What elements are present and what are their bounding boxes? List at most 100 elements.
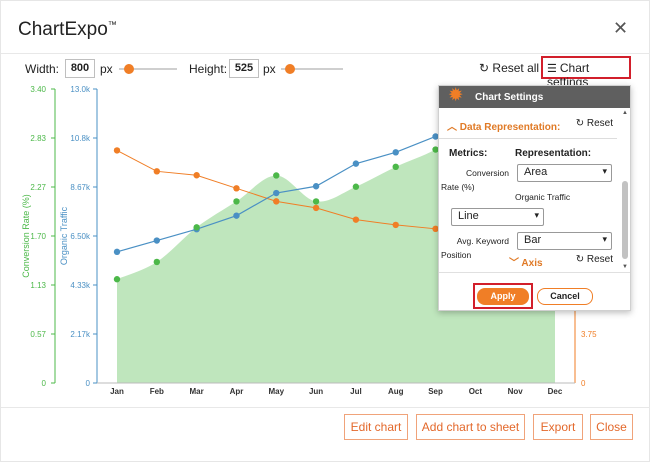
reset-all-button[interactable]: ↻ Reset all bbox=[479, 61, 540, 75]
orange-tick-label: 0 bbox=[581, 379, 586, 388]
green-tick-label: 0.57 bbox=[30, 330, 46, 339]
x-tick-label: Aug bbox=[388, 387, 404, 396]
height-input[interactable]: 525 bbox=[229, 59, 259, 78]
close-icon[interactable]: ✕ bbox=[613, 18, 629, 38]
keyword-position-point bbox=[233, 185, 240, 192]
export-button[interactable]: Export bbox=[533, 414, 583, 440]
chevron-down-icon: ﹀ bbox=[509, 258, 519, 269]
blue-tick-label: 4.33k bbox=[70, 281, 91, 290]
x-tick-label: Jan bbox=[110, 387, 124, 396]
green-axis-title: Conversion Rate (%) bbox=[21, 194, 31, 278]
cancel-button[interactable]: Cancel bbox=[537, 288, 593, 305]
panel-title: Chart Settings bbox=[475, 92, 544, 103]
green-tick-label: 3.40 bbox=[30, 85, 46, 94]
chevron-up-icon: ︿ bbox=[447, 122, 457, 133]
representation-header: Representation: bbox=[515, 148, 592, 159]
gear-icon: ✹ bbox=[449, 87, 463, 104]
reset-icon: ↻ bbox=[479, 61, 490, 75]
keyword-position-point bbox=[193, 172, 200, 179]
keyword-position-point bbox=[113, 147, 121, 154]
conversion-rate-point bbox=[312, 198, 320, 205]
axis-section[interactable]: ﹀ Axis ↻ Reset bbox=[509, 254, 613, 269]
height-slider-knob[interactable] bbox=[285, 64, 295, 74]
x-tick-label: Apr bbox=[230, 387, 244, 396]
width-slider[interactable] bbox=[119, 68, 177, 70]
keyword-position-point bbox=[312, 204, 320, 212]
panel-body: ︿ Data Representation: ↻ Reset Metrics: … bbox=[439, 108, 630, 270]
metric-label-conversion-2: Rate (%) bbox=[441, 182, 475, 192]
chart-settings-panel: ✹ Chart Settings ︿ Data Representation: … bbox=[438, 85, 631, 311]
add-chart-to-sheet-button[interactable]: Add chart to sheet bbox=[416, 414, 525, 440]
blue-tick-label: 2.17k bbox=[70, 330, 91, 339]
scroll-thumb[interactable] bbox=[622, 181, 628, 259]
conversion-rate-point bbox=[153, 258, 161, 266]
chevron-down-icon: ▾ bbox=[602, 166, 607, 176]
organic-traffic-point bbox=[233, 212, 240, 219]
x-tick-label: Nov bbox=[508, 387, 524, 396]
header-divider bbox=[1, 53, 650, 54]
app-title: ChartExpo™ bbox=[18, 19, 117, 40]
organic-traffic-point bbox=[352, 160, 360, 167]
width-input[interactable]: 800 bbox=[65, 59, 95, 78]
green-tick-label: 1.70 bbox=[30, 232, 46, 241]
organic-representation-select[interactable]: Line ▾ bbox=[451, 208, 544, 226]
keyword-representation-select[interactable]: Bar ▾ bbox=[517, 232, 612, 250]
conversion-rate-point bbox=[273, 172, 280, 179]
organic-traffic-point bbox=[312, 183, 320, 190]
conversion-rate-point bbox=[193, 224, 200, 231]
x-tick-label: Dec bbox=[548, 387, 563, 396]
width-slider-knob[interactable] bbox=[124, 64, 134, 74]
conversion-rate-point bbox=[352, 183, 360, 190]
blue-axis-title: Organic Traffic bbox=[59, 206, 69, 265]
scroll-up-icon[interactable]: ▲ bbox=[622, 110, 628, 116]
edit-chart-button[interactable]: Edit chart bbox=[344, 414, 408, 440]
conversion-rate-point bbox=[392, 163, 399, 171]
size-toolbar: Width: 800 px Height: 525 px ↻ Reset all… bbox=[1, 56, 650, 89]
close-button[interactable]: Close bbox=[590, 414, 633, 440]
panel-footer-divider bbox=[439, 272, 630, 273]
metric-label-keyword: Avg. Keyword bbox=[456, 236, 509, 246]
keyword-position-point bbox=[432, 225, 439, 233]
x-tick-label: Mar bbox=[190, 387, 204, 396]
blue-tick-label: 0 bbox=[86, 379, 91, 388]
height-label: Height: bbox=[189, 62, 228, 76]
conversion-representation-select[interactable]: Area ▾ bbox=[517, 164, 612, 182]
organic-traffic-point bbox=[273, 189, 280, 197]
x-tick-label: Jul bbox=[350, 387, 362, 396]
green-tick-label: 0 bbox=[42, 379, 47, 388]
metric-label-keyword-2: Position bbox=[441, 250, 472, 260]
apply-button[interactable]: Apply bbox=[477, 288, 529, 305]
height-unit: px bbox=[263, 62, 276, 76]
orange-tick-label: 3.75 bbox=[581, 330, 597, 339]
x-tick-label: Sep bbox=[428, 387, 443, 396]
data-representation-section[interactable]: ︿ Data Representation: ↻ Reset bbox=[447, 118, 613, 133]
sliders-icon: ☰ bbox=[547, 63, 557, 75]
metric-label-conversion: Conversion bbox=[466, 168, 509, 178]
organic-traffic-point bbox=[392, 149, 399, 156]
section-divider bbox=[439, 138, 617, 139]
blue-tick-label: 6.50k bbox=[70, 232, 91, 241]
footer-divider bbox=[1, 407, 650, 408]
blue-tick-label: 13.0k bbox=[70, 85, 91, 94]
keyword-position-point bbox=[153, 168, 161, 175]
organic-traffic-point bbox=[153, 237, 161, 244]
conversion-rate-point bbox=[233, 198, 240, 205]
blue-tick-label: 8.67k bbox=[70, 183, 91, 192]
scroll-down-icon[interactable]: ▼ bbox=[622, 264, 628, 270]
height-slider[interactable] bbox=[281, 68, 343, 70]
conversion-rate-point bbox=[432, 146, 439, 153]
panel-scrollbar[interactable]: ▲ ▼ bbox=[621, 110, 629, 272]
x-tick-label: May bbox=[268, 387, 284, 396]
green-tick-label: 2.83 bbox=[30, 134, 46, 143]
apply-highlight bbox=[473, 283, 533, 309]
green-tick-label: 2.27 bbox=[30, 183, 46, 192]
organic-traffic-point bbox=[432, 133, 439, 140]
x-tick-label: Jun bbox=[309, 387, 323, 396]
blue-tick-label: 10.8k bbox=[70, 134, 91, 143]
axis-reset[interactable]: ↻ Reset bbox=[575, 254, 613, 265]
keyword-position-point bbox=[273, 198, 280, 205]
width-unit: px bbox=[100, 62, 113, 76]
data-representation-reset[interactable]: ↻ Reset bbox=[575, 118, 613, 129]
panel-header: ✹ Chart Settings bbox=[439, 86, 630, 108]
